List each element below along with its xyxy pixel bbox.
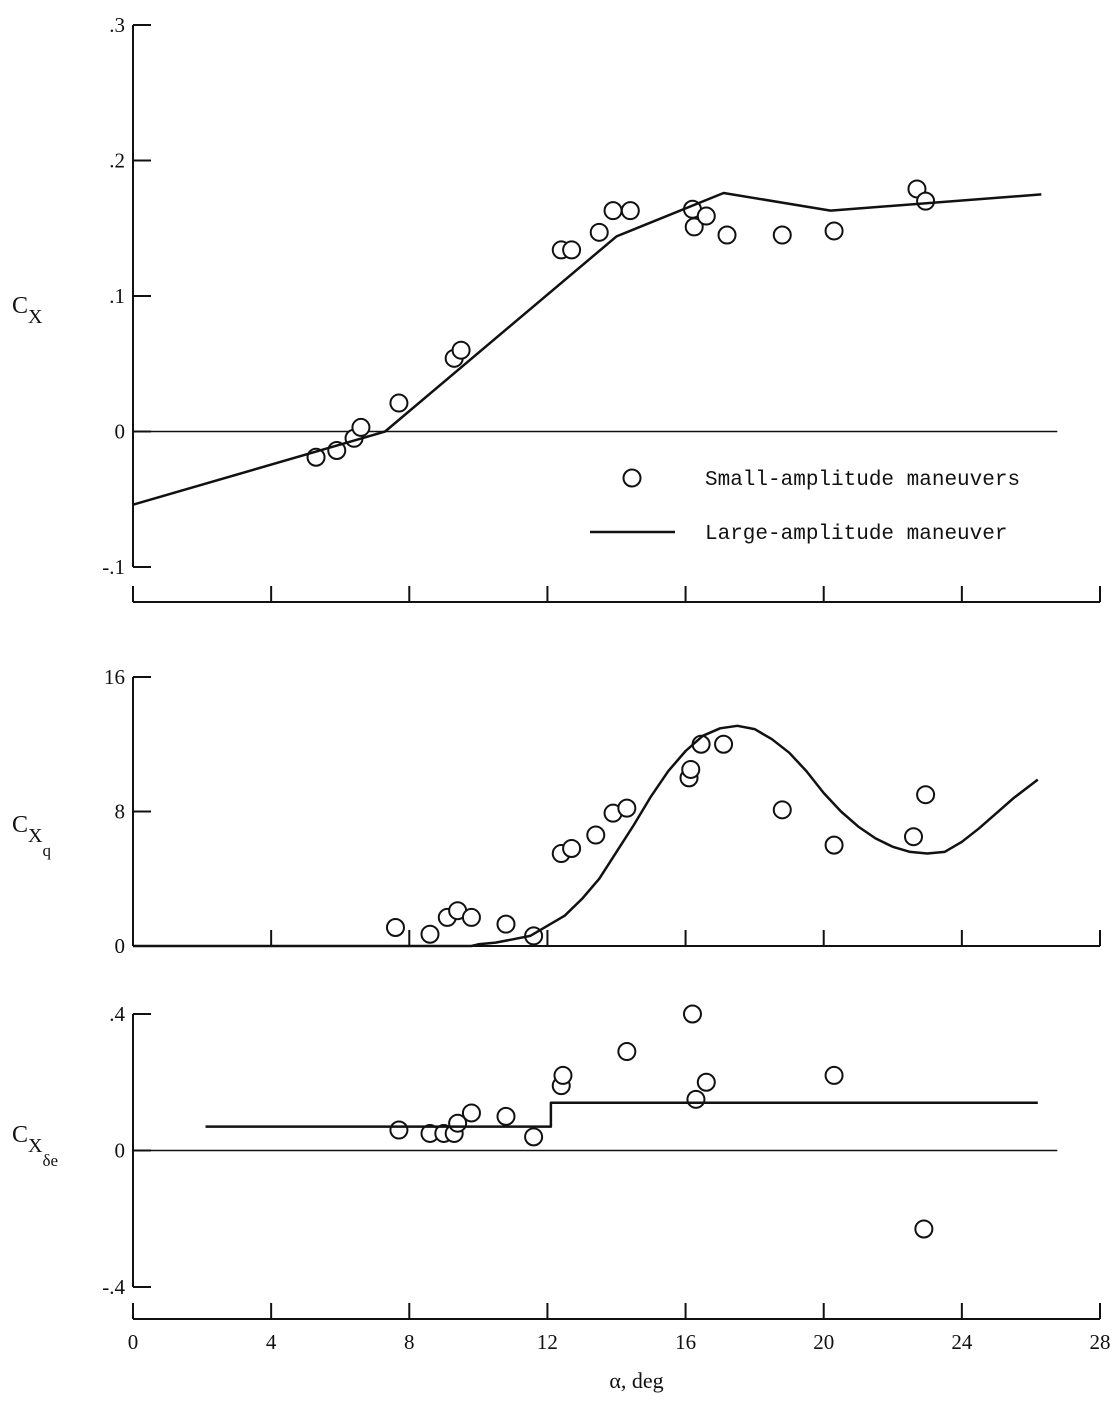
legend-label: Small-amplitude maneuvers (705, 469, 1020, 492)
small-amplitude-point (589, 222, 609, 242)
y-tick-label: 0 (115, 1139, 126, 1163)
small-amplitude-point (696, 206, 716, 226)
small-amplitude-point (351, 417, 371, 437)
y-tick-label: 0 (115, 420, 126, 444)
small-amplitude-point (714, 734, 734, 754)
x-tick-label: 24 (951, 1330, 973, 1354)
small-amplitude-point (389, 1120, 409, 1140)
x-tick-label: 8 (404, 1330, 415, 1354)
small-amplitude-point (824, 835, 844, 855)
small-amplitude-point (916, 785, 936, 805)
panel-cxq: 0 8 16 CXq (12, 665, 1101, 958)
y-tick-label: -.4 (102, 1275, 125, 1299)
small-amplitude-point (524, 1127, 544, 1147)
legend-label: Large-amplitude maneuver (705, 523, 1007, 546)
x-tick-label: 16 (675, 1330, 696, 1354)
small-amplitude-point (461, 1103, 481, 1123)
small-amplitude-point (389, 393, 409, 413)
large-amplitude-line (205, 1101, 1038, 1128)
small-amplitude-point (553, 1065, 573, 1085)
small-amplitude-point (496, 1106, 516, 1126)
y-tick-label: 8 (115, 800, 126, 824)
x-tick-label: 0 (128, 1330, 139, 1354)
y-tick-label: .4 (109, 1002, 125, 1026)
y-axis-label: CXδe (12, 1122, 58, 1170)
small-amplitude-point (586, 825, 606, 845)
legend-circle-marker (622, 468, 642, 488)
small-amplitude-point (682, 1004, 702, 1024)
large-amplitude-line (133, 724, 1039, 948)
y-axis-label: CXq (12, 812, 51, 860)
x-tick-label: 20 (813, 1330, 834, 1354)
large-amplitude-line (132, 191, 1042, 506)
small-amplitude-point (717, 225, 737, 245)
panel-cxde: -.4 0 .4 0 4 8 12 16 20 24 28 CXδe α, deg (12, 1002, 1111, 1393)
small-amplitude-point (904, 827, 924, 847)
x-tick-label: 28 (1090, 1330, 1111, 1354)
small-amplitude-point (914, 1219, 934, 1239)
y-axis-label: CX (12, 293, 43, 328)
small-amplitude-point (824, 1065, 844, 1085)
small-amplitude-point (824, 221, 844, 241)
y-tick-label: 16 (104, 665, 125, 689)
small-amplitude-point (420, 924, 440, 944)
small-amplitude-point (496, 914, 516, 934)
small-amplitude-point (772, 225, 792, 245)
y-tick-label: -.1 (102, 555, 125, 579)
panel-cx: -.1 0 .1 .2 .3 CX Small-amplitude maneuvers Lar… (12, 13, 1101, 603)
y-tick-label: .2 (109, 149, 125, 173)
small-amplitude-point (772, 800, 792, 820)
small-amplitude-point (916, 191, 936, 211)
small-amplitude-point (562, 838, 582, 858)
y-tick-label: .3 (109, 13, 125, 37)
y-tick-label: 0 (115, 934, 126, 958)
small-amplitude-point (617, 1042, 637, 1062)
y-tick-label: .1 (109, 284, 125, 308)
small-amplitude-point (461, 907, 481, 927)
small-amplitude-point (385, 918, 405, 938)
small-amplitude-point (686, 1089, 706, 1109)
small-amplitude-point (684, 217, 704, 237)
legend: Small-amplitude maneuvers Large-amplitude… (590, 468, 1020, 546)
small-amplitude-point (617, 798, 637, 818)
x-axis-label: α, deg (609, 1368, 663, 1393)
small-amplitude-point (696, 1072, 716, 1092)
small-amplitude-point (603, 201, 623, 221)
x-tick-label: 4 (266, 1330, 277, 1354)
small-amplitude-point (681, 759, 701, 779)
small-amplitude-point (562, 240, 582, 260)
small-amplitude-point (451, 340, 471, 360)
x-tick-label: 12 (537, 1330, 558, 1354)
small-amplitude-point (620, 201, 640, 221)
